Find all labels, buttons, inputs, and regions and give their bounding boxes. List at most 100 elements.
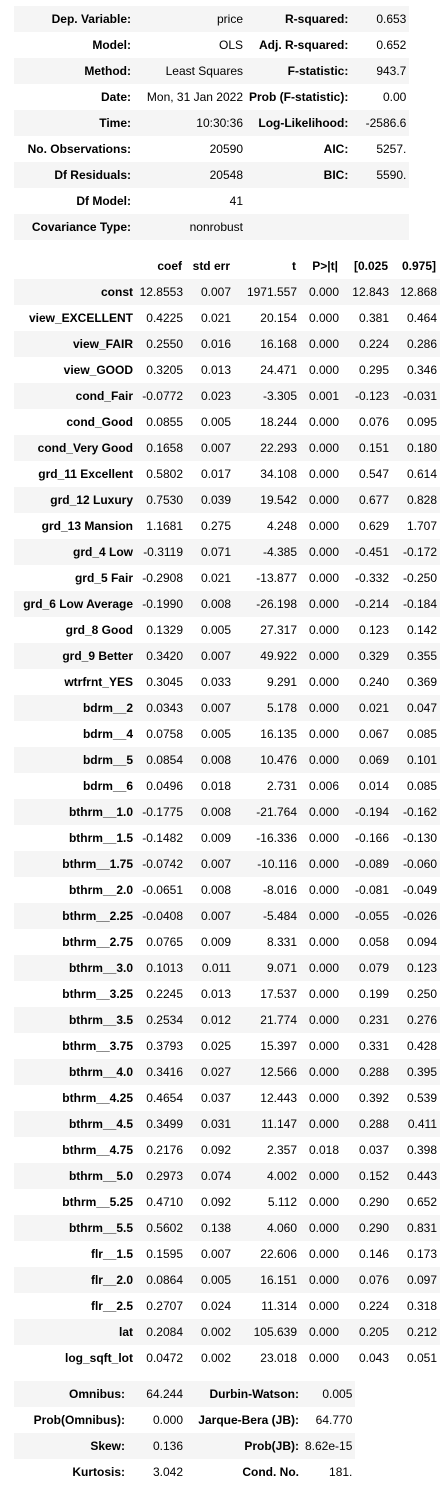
stat-value: 0.012: [200, 1013, 231, 1027]
stat-value: -0.0651: [142, 883, 183, 897]
summary-row: Dep. Variable: price R-squared: 0.653: [14, 6, 410, 32]
summary-value: [351, 214, 409, 240]
stat-value: 0.7530: [146, 493, 183, 507]
stat-value: 12.868: [400, 285, 437, 299]
summary-label: Df Model:: [76, 194, 131, 208]
stat-value: 0.008: [200, 753, 231, 767]
summary-row: Covariance Type: nonrobust: [14, 214, 410, 240]
stat-value: 0.224: [358, 1299, 389, 1313]
diagnostic-row: Kurtosis: 3.042 Cond. No. 181.: [14, 1459, 356, 1485]
summary-value: OLS: [218, 38, 243, 52]
stat-value: 0.152: [358, 1169, 389, 1183]
table-row: bthrm__3.5 0.2534 0.012 21.774 0.000 0.231 0.2…: [14, 1007, 440, 1033]
stat-value: 0.005: [200, 727, 231, 741]
stat-value: 0.212: [406, 1325, 437, 1339]
table-row: cond_Very Good 0.1658 0.007 22.293 0.000 0.15…: [14, 435, 440, 461]
stat-value: 16.135: [260, 727, 297, 741]
stat-value: 5.178: [266, 701, 297, 715]
stat-value: 0.007: [200, 285, 231, 299]
variable-name: bthrm__3.5: [68, 1013, 133, 1027]
variable-name: lat: [118, 1325, 133, 1339]
variable-name: log_sqft_lot: [65, 1351, 133, 1365]
table-row: const 12.8553 0.007 1971.557 0.000 12.843 12.8…: [14, 279, 440, 305]
stat-value: -0.0742: [142, 857, 183, 871]
stat-value: 0.037: [358, 1143, 389, 1157]
stat-value: 0.288: [358, 1065, 389, 1079]
stat-value: 0.2084: [146, 1325, 183, 1339]
stat-value: 0.018: [200, 779, 231, 793]
table-row: bthrm__4.75 0.2176 0.092 2.357 0.018 0.037 0.3…: [14, 1137, 440, 1163]
summary-label: Date:: [100, 90, 131, 104]
stat-value: 0.000: [308, 597, 339, 611]
summary-row: Date: Mon, 31 Jan 2022 Prob (F-statistic):…: [14, 84, 410, 110]
stat-value: 0.008: [200, 597, 231, 611]
stat-value: 0.011: [201, 961, 231, 975]
table-row: grd_11 Excellent 0.5802 0.017 34.108 0.000 0.…: [14, 461, 440, 487]
table-row: bdrm__4 0.0758 0.005 16.135 0.000 0.067 0.085: [14, 721, 440, 747]
stat-value: 0.0855: [146, 415, 183, 429]
variable-name: bthrm__2.25: [62, 909, 133, 923]
stat-value: -0.332: [354, 571, 389, 585]
table-row: flr__2.5 0.2707 0.024 11.314 0.000 0.224 0.318: [14, 1293, 440, 1319]
stat-value: 0.4710: [146, 1195, 183, 1209]
stat-value: 0.123: [358, 623, 389, 637]
table-row: bthrm__2.0 -0.0651 0.008 -8.016 0.000 -0.081-…: [14, 877, 440, 903]
diagnostic-label: Prob(JB):: [244, 1439, 299, 1453]
stat-value: 0.067: [358, 727, 389, 741]
stat-value: 0.000: [308, 987, 339, 1001]
stat-value: 27.317: [260, 623, 297, 637]
summary-value: 5590.: [376, 168, 407, 182]
stat-value: 22.606: [260, 1247, 297, 1261]
stat-value: 0.001: [308, 389, 339, 403]
summary-row: Df Residuals: 20548 BIC: 5590.: [14, 162, 410, 188]
stat-value: 0.007: [200, 1247, 231, 1261]
stat-value: 0.0758: [146, 727, 183, 741]
diagnostic-label: Kurtosis:: [72, 1465, 125, 1479]
stat-value: 0.000: [308, 1221, 339, 1235]
table-row: grd_5 Fair -0.2908 0.021 -13.877 0.000 -0.332…: [14, 565, 440, 591]
stat-value: 0.290: [358, 1221, 389, 1235]
stat-value: 0.1329: [146, 623, 183, 637]
stat-value: 11.147: [261, 1117, 297, 1131]
stat-value: 15.397: [260, 1039, 297, 1053]
stat-value: 0.021: [200, 311, 231, 325]
variable-name: bdrm__2: [82, 701, 133, 715]
summary-label: R-squared:: [285, 12, 349, 26]
stat-value: 12.843: [352, 285, 389, 299]
stat-value: 0.138: [200, 1221, 231, 1235]
stat-value: 0.369: [406, 675, 437, 689]
stat-value: 0.013: [200, 363, 231, 377]
diagnostic-label: Skew:: [90, 1439, 125, 1453]
stat-value: -21.764: [256, 805, 297, 819]
variable-name: bthrm__4.75: [62, 1143, 133, 1157]
stat-value: 0.002: [200, 1325, 231, 1339]
stat-value: -3.305: [262, 389, 297, 403]
stat-value: 0.2707: [146, 1299, 183, 1313]
column-header: std err: [186, 253, 234, 279]
stat-value: 12.566: [260, 1065, 297, 1079]
stat-value: 0.224: [358, 337, 389, 351]
stat-value: 0.000: [308, 909, 339, 923]
stat-value: 0.000: [308, 935, 339, 949]
stat-value: 0.000: [308, 1299, 339, 1313]
diagnostic-label: Jarque-Bera (JB):: [198, 1413, 299, 1427]
summary-label: Prob (F-statistic):: [249, 90, 349, 104]
variable-name: bthrm__4.25: [62, 1091, 133, 1105]
stat-value: 0.000: [308, 831, 339, 845]
stat-value: 0.016: [200, 337, 231, 351]
stat-value: 0.1658: [146, 441, 183, 455]
stat-value: 0.000: [308, 1351, 339, 1365]
table-row: bthrm__3.75 0.3793 0.025 15.397 0.000 0.331 0.…: [14, 1033, 440, 1059]
stat-value: 0.3045: [146, 675, 183, 689]
variable-name: cond_Good: [66, 415, 133, 429]
table-row: bthrm__4.0 0.3416 0.027 12.566 0.000 0.288 0.3…: [14, 1059, 440, 1085]
stat-value: -0.0772: [142, 389, 183, 403]
variable-name: view_EXCELLENT: [28, 311, 133, 325]
stat-value: 0.288: [358, 1117, 389, 1131]
summary-label: Time:: [99, 116, 131, 130]
stat-value: 0.097: [406, 1273, 437, 1287]
table-row: bthrm__5.5 0.5602 0.138 4.060 0.000 0.290 0.83…: [14, 1215, 440, 1241]
stat-value: 0.014: [358, 779, 389, 793]
stat-value: 0.092: [200, 1143, 231, 1157]
stat-value: 0.043: [358, 1351, 389, 1365]
